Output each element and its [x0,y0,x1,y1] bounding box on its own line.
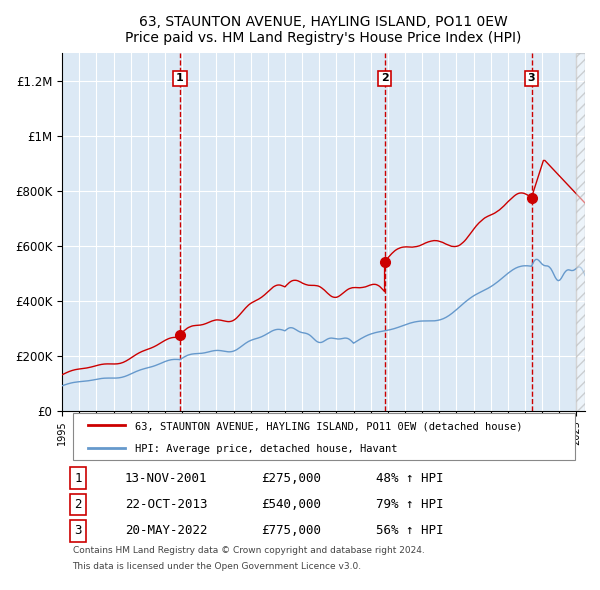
Text: 22-OCT-2013: 22-OCT-2013 [125,498,208,511]
Text: Contains HM Land Registry data © Crown copyright and database right 2024.: Contains HM Land Registry data © Crown c… [73,546,424,555]
Text: £275,000: £275,000 [261,471,321,484]
FancyBboxPatch shape [73,413,575,460]
Text: This data is licensed under the Open Government Licence v3.0.: This data is licensed under the Open Gov… [73,562,362,571]
Text: 13-NOV-2001: 13-NOV-2001 [125,471,208,484]
Text: £775,000: £775,000 [261,525,321,537]
Text: HPI: Average price, detached house, Havant: HPI: Average price, detached house, Hava… [136,444,398,454]
Text: 56% ↑ HPI: 56% ↑ HPI [376,525,443,537]
Title: 63, STAUNTON AVENUE, HAYLING ISLAND, PO11 0EW
Price paid vs. HM Land Registry's : 63, STAUNTON AVENUE, HAYLING ISLAND, PO1… [125,15,522,45]
Text: 1: 1 [74,471,82,484]
Text: £540,000: £540,000 [261,498,321,511]
Text: 48% ↑ HPI: 48% ↑ HPI [376,471,443,484]
Text: 20-MAY-2022: 20-MAY-2022 [125,525,208,537]
Text: 1: 1 [176,73,184,83]
Text: 2: 2 [381,73,388,83]
Text: 63, STAUNTON AVENUE, HAYLING ISLAND, PO11 0EW (detached house): 63, STAUNTON AVENUE, HAYLING ISLAND, PO1… [136,421,523,431]
Text: 2: 2 [74,498,82,511]
Text: 79% ↑ HPI: 79% ↑ HPI [376,498,443,511]
Text: 3: 3 [527,73,535,83]
Text: 3: 3 [74,525,82,537]
